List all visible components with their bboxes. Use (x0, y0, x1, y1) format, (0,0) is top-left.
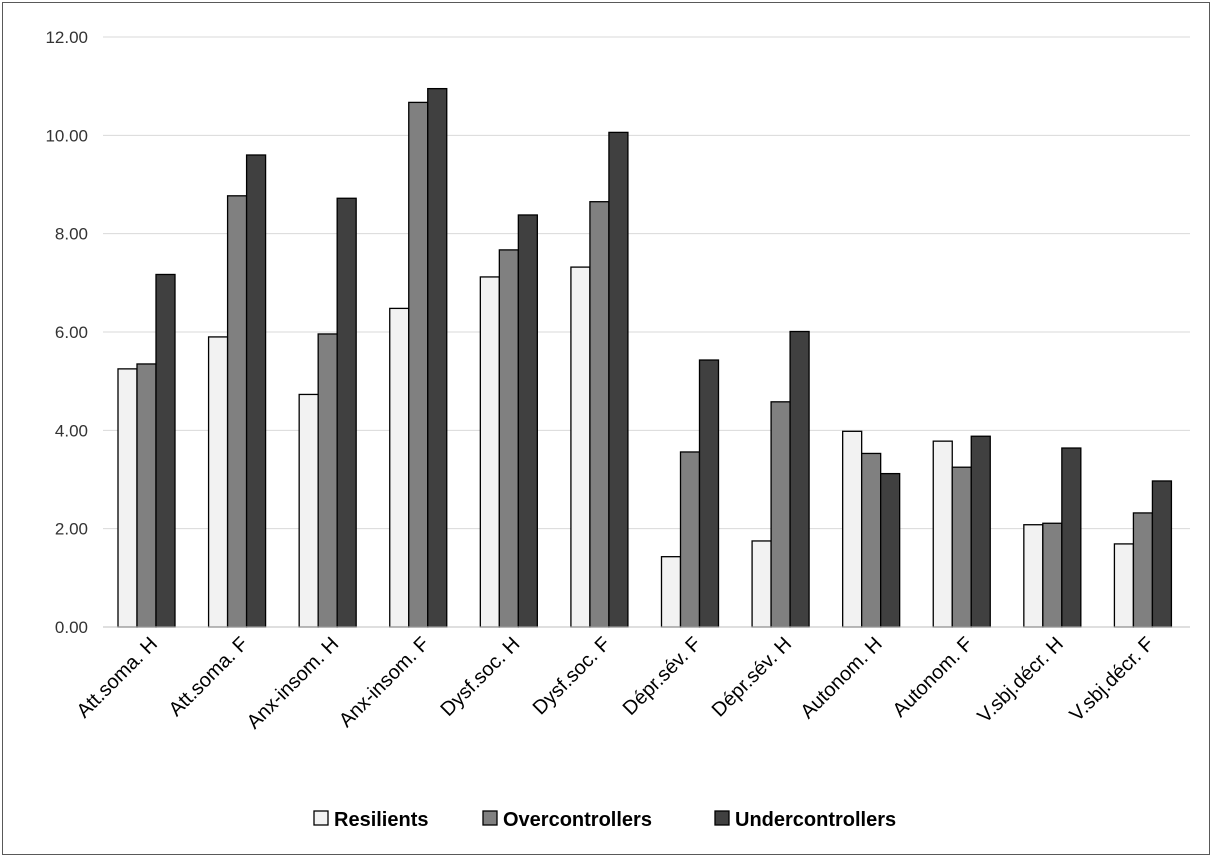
bar-overcontrollers-0 (136, 363, 157, 628)
bar-undercontrollers-11 (1151, 480, 1173, 628)
bar-undercontrollers-8 (880, 472, 901, 628)
x-tick-label: V.sbj.décr. F (1066, 633, 1159, 726)
x-tick-label: Att.soma. F (165, 633, 253, 721)
x-tick-label: V.sbj.décr. H (973, 633, 1067, 727)
bar-overcontrollers-8 (861, 452, 882, 628)
bars (117, 87, 1173, 628)
x-tick-label: Dysf.soc. F (529, 633, 615, 719)
x-tick-label: Dépr.sév. H (708, 633, 796, 721)
y-tick-label: 0.00 (55, 618, 88, 637)
bar-overcontrollers-7 (770, 401, 791, 628)
y-tick-label: 4.00 (55, 421, 88, 440)
x-tick-label: Autonom. H (796, 633, 886, 723)
bar-overcontrollers-3 (408, 101, 429, 628)
y-tick-label: 6.00 (55, 323, 88, 342)
bar-overcontrollers-6 (679, 451, 701, 628)
bar-overcontrollers-5 (589, 201, 610, 628)
legend-swatch-overcontrollers (482, 810, 498, 826)
bar-resilients-10 (1023, 524, 1044, 628)
bar-undercontrollers-0 (155, 273, 176, 628)
x-tick-label: Autonom. F (889, 633, 978, 722)
bar-undercontrollers-9 (970, 435, 991, 628)
bar-overcontrollers-2 (317, 333, 338, 628)
legend-label-undercontrollers: Undercontrollers (735, 809, 896, 831)
x-tick-label: Dysf.soc. H (437, 633, 525, 721)
bar-overcontrollers-10 (1042, 522, 1063, 628)
bar-resilients-6 (660, 556, 682, 628)
y-tick-label: 10.00 (45, 126, 88, 145)
bar-resilients-3 (389, 307, 410, 628)
bar-overcontrollers-11 (1132, 512, 1154, 628)
y-tick-label: 12.00 (45, 28, 88, 47)
bar-resilients-8 (842, 430, 863, 628)
bar-resilients-4 (479, 276, 500, 628)
bar-undercontrollers-7 (789, 330, 810, 628)
bar-undercontrollers-1 (245, 154, 267, 628)
legend-label-resilients: Resilients (334, 809, 428, 831)
bar-resilients-2 (298, 393, 319, 628)
bar-overcontrollers-1 (226, 195, 248, 628)
bar-undercontrollers-3 (427, 87, 448, 628)
bar-undercontrollers-5 (608, 131, 629, 628)
bar-resilients-1 (207, 336, 229, 628)
legend-swatch-resilients (313, 810, 329, 826)
x-tick-label: Dépr.sév. F (619, 633, 706, 720)
y-axis-ticks: 0.00 2.00 4.00 6.00 8.00 10.00 12.00 (45, 28, 88, 637)
bar-resilients-0 (117, 368, 138, 628)
legend-swatch-undercontrollers (714, 810, 730, 826)
bar-undercontrollers-6 (698, 359, 720, 628)
x-tick-label: Anx-insom. F (335, 633, 434, 732)
legend-label-overcontrollers: Overcontrollers (503, 809, 652, 831)
legend: Resilients Overcontrollers Undercontroller… (313, 809, 896, 831)
y-tick-label: 2.00 (55, 520, 88, 539)
gridlines (103, 36, 1190, 530)
bar-undercontrollers-10 (1061, 447, 1082, 628)
bar-overcontrollers-9 (951, 466, 972, 628)
bar-undercontrollers-4 (517, 214, 538, 628)
x-tick-label: Att.soma. H (73, 633, 162, 722)
bar-resilients-9 (932, 440, 953, 628)
bar-overcontrollers-4 (498, 249, 519, 628)
y-tick-label: 8.00 (55, 225, 88, 244)
bar-resilients-5 (570, 266, 591, 628)
bar-resilients-7 (751, 540, 772, 628)
bar-undercontrollers-2 (336, 197, 357, 628)
bar-resilients-11 (1113, 543, 1135, 628)
x-tick-label: Anx-insom. H (243, 633, 343, 733)
